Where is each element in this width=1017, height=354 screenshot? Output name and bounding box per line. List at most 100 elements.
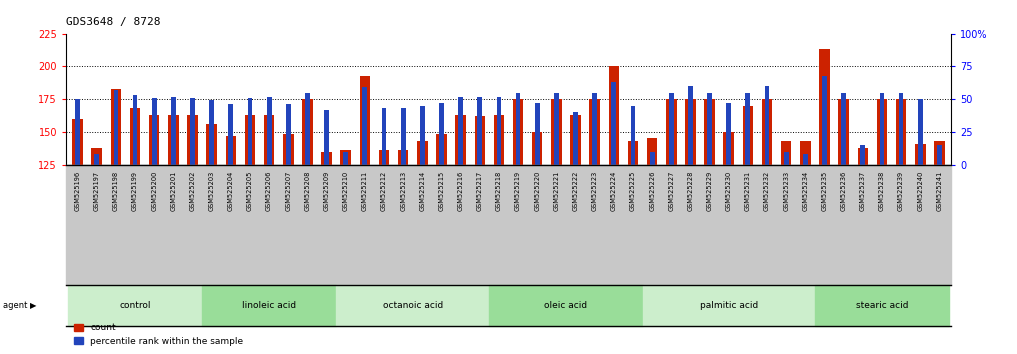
- Text: GSM525235: GSM525235: [822, 171, 828, 211]
- Bar: [857, 148, 869, 165]
- Bar: [283, 135, 294, 165]
- Bar: [841, 93, 846, 165]
- Bar: [571, 115, 581, 165]
- Text: GSM525222: GSM525222: [573, 171, 579, 211]
- Text: stearic acid: stearic acid: [855, 301, 908, 310]
- Bar: [266, 97, 272, 165]
- Bar: [726, 103, 731, 165]
- Bar: [130, 108, 140, 165]
- Text: GSM525215: GSM525215: [438, 171, 444, 211]
- Bar: [608, 67, 619, 165]
- Bar: [669, 93, 673, 165]
- Bar: [820, 49, 830, 165]
- Bar: [68, 285, 202, 326]
- Bar: [915, 144, 925, 165]
- Bar: [899, 93, 903, 165]
- Bar: [341, 150, 351, 165]
- Bar: [590, 99, 600, 165]
- Text: GSM525239: GSM525239: [898, 171, 904, 211]
- Bar: [611, 82, 616, 165]
- Bar: [456, 115, 466, 165]
- Text: GSM525221: GSM525221: [553, 171, 559, 211]
- Bar: [114, 90, 118, 165]
- Bar: [535, 103, 540, 165]
- Bar: [202, 285, 337, 326]
- Bar: [66, 165, 951, 285]
- Text: GSM525202: GSM525202: [189, 171, 195, 211]
- Bar: [723, 132, 734, 165]
- Text: GSM525224: GSM525224: [611, 171, 617, 211]
- Text: GSM525228: GSM525228: [687, 171, 694, 211]
- Text: GSM525208: GSM525208: [304, 171, 310, 211]
- Bar: [762, 99, 772, 165]
- Bar: [496, 97, 501, 165]
- Bar: [321, 152, 332, 165]
- Text: GSM525240: GSM525240: [917, 171, 923, 211]
- Bar: [111, 88, 121, 165]
- Text: GSM525212: GSM525212: [381, 171, 387, 211]
- Bar: [302, 99, 312, 165]
- Bar: [344, 152, 348, 165]
- Text: GSM525205: GSM525205: [247, 171, 253, 211]
- Bar: [532, 132, 542, 165]
- Bar: [592, 93, 597, 165]
- Text: GSM525213: GSM525213: [400, 171, 406, 211]
- Bar: [554, 93, 558, 165]
- Bar: [513, 99, 524, 165]
- Bar: [838, 99, 849, 165]
- Text: GSM525207: GSM525207: [285, 171, 291, 211]
- Text: GSM525218: GSM525218: [496, 171, 502, 211]
- Bar: [72, 119, 82, 165]
- Bar: [937, 145, 942, 165]
- Text: GSM525198: GSM525198: [113, 171, 119, 211]
- Text: linoleic acid: linoleic acid: [242, 301, 296, 310]
- Bar: [877, 99, 887, 165]
- Text: palmitic acid: palmitic acid: [700, 301, 758, 310]
- Bar: [229, 104, 233, 165]
- Text: GSM525199: GSM525199: [132, 171, 138, 211]
- Bar: [705, 99, 715, 165]
- Bar: [493, 115, 504, 165]
- Bar: [647, 138, 657, 165]
- Text: GSM525201: GSM525201: [171, 171, 176, 211]
- Bar: [631, 105, 636, 165]
- Bar: [516, 93, 521, 165]
- Text: GSM525206: GSM525206: [266, 171, 273, 211]
- Bar: [360, 75, 370, 165]
- Bar: [75, 99, 80, 165]
- Bar: [190, 98, 195, 165]
- Bar: [489, 285, 643, 326]
- Bar: [206, 124, 217, 165]
- Bar: [781, 141, 791, 165]
- Text: GSM525219: GSM525219: [515, 171, 521, 211]
- Bar: [263, 115, 275, 165]
- Bar: [800, 141, 811, 165]
- Bar: [803, 154, 807, 165]
- Bar: [337, 285, 489, 326]
- Text: GSM525231: GSM525231: [744, 171, 751, 211]
- Bar: [95, 154, 99, 165]
- Bar: [643, 285, 815, 326]
- Text: GSM525227: GSM525227: [668, 171, 674, 211]
- Bar: [742, 105, 754, 165]
- Text: GSM525225: GSM525225: [630, 171, 636, 211]
- Bar: [401, 108, 406, 165]
- Text: oleic acid: oleic acid: [544, 301, 588, 310]
- Text: control: control: [119, 301, 151, 310]
- Bar: [247, 98, 252, 165]
- Text: GSM525233: GSM525233: [783, 171, 789, 211]
- Text: GSM525230: GSM525230: [726, 171, 732, 211]
- Bar: [784, 152, 788, 165]
- Text: GSM525197: GSM525197: [94, 171, 100, 211]
- Bar: [286, 104, 291, 165]
- Text: GSM525226: GSM525226: [649, 171, 655, 211]
- Text: GSM525241: GSM525241: [937, 171, 943, 211]
- Bar: [707, 93, 712, 165]
- Bar: [918, 99, 922, 165]
- Bar: [168, 115, 179, 165]
- Bar: [860, 145, 865, 165]
- Bar: [324, 110, 328, 165]
- Text: GSM525217: GSM525217: [477, 171, 483, 211]
- Text: agent ▶: agent ▶: [3, 301, 37, 310]
- Bar: [245, 115, 255, 165]
